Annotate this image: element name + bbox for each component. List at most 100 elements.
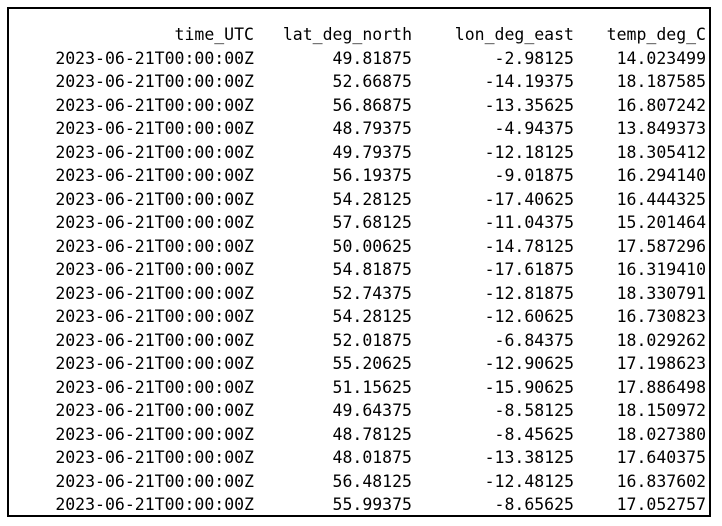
cell-temp-deg-c: 17.640375 bbox=[616, 448, 706, 467]
table-row: 2023-06-21T00:00:00Z 57.68125 -11.04375 15.… bbox=[24, 211, 706, 235]
cell-time-utc: 2023-06-21T00:00:00Z bbox=[55, 95, 254, 115]
cell-temp-deg-c: 18.187585 bbox=[616, 72, 706, 91]
cell-time-utc: 2023-06-21T00:00:00Z bbox=[55, 142, 254, 162]
cell-temp-deg-c: 16.444325 bbox=[616, 189, 706, 209]
column-header-lat-deg-north: lat_deg_north bbox=[282, 25, 412, 44]
cell-lon-deg-east: -13.35625 bbox=[484, 95, 574, 115]
cell-time-utc: 2023-06-21T00:00:00Z bbox=[55, 189, 254, 209]
cell-temp-deg-c: 16.294140 bbox=[616, 166, 706, 185]
cell-lon-deg-east: -14.19375 bbox=[484, 72, 574, 91]
cell-time-utc: 2023-06-21T00:00:00Z bbox=[55, 424, 254, 444]
cell-lat-deg-north: 54.28125 bbox=[332, 307, 412, 326]
table-row: 2023-06-21T00:00:00Z 50.00625 -14.78125 17.… bbox=[24, 235, 706, 259]
cell-lon-deg-east: -17.40625 bbox=[484, 189, 574, 209]
cell-temp-deg-c: 18.150972 bbox=[616, 401, 706, 420]
column-header-time-utc: time_UTC bbox=[174, 25, 254, 44]
cell-lon-deg-east: -8.45625 bbox=[494, 424, 574, 444]
cell-temp-deg-c: 14.023499 bbox=[616, 48, 706, 68]
table-row: 2023-06-21T00:00:00Z 52.01875 -6.84375 18.0… bbox=[24, 329, 706, 353]
cell-lat-deg-north: 56.19375 bbox=[332, 166, 412, 185]
cell-temp-deg-c: 15.201464 bbox=[616, 213, 706, 232]
table-row: 2023-06-21T00:00:00Z 49.79375 -12.18125 18.… bbox=[24, 141, 706, 165]
cell-time-utc: 2023-06-21T00:00:00Z bbox=[55, 72, 254, 91]
cell-lat-deg-north: 49.79375 bbox=[332, 142, 412, 162]
cell-time-utc: 2023-06-21T00:00:00Z bbox=[55, 283, 254, 303]
cell-lat-deg-north: 55.20625 bbox=[332, 354, 412, 373]
table-row: 2023-06-21T00:00:00Z 48.79375 -4.94375 13.8… bbox=[24, 117, 706, 141]
cell-lat-deg-north: 52.66875 bbox=[332, 72, 412, 91]
table-row: 2023-06-21T00:00:00Z 51.15625 -15.90625 17.… bbox=[24, 376, 706, 400]
table-body: 2023-06-21T00:00:00Z 49.81875 -2.98125 14.0… bbox=[24, 47, 706, 517]
cell-time-utc: 2023-06-21T00:00:00Z bbox=[55, 495, 254, 514]
table-row: 2023-06-21T00:00:00Z 54.28125 -12.60625 16.… bbox=[24, 305, 706, 329]
cell-lon-deg-east: -12.60625 bbox=[484, 307, 574, 326]
cell-time-utc: 2023-06-21T00:00:00Z bbox=[55, 377, 254, 397]
cell-time-utc: 2023-06-21T00:00:00Z bbox=[55, 166, 254, 185]
table-frame: time_UTC lat_deg_north lon_deg_east temp… bbox=[7, 7, 711, 517]
cell-lon-deg-east: -13.38125 bbox=[484, 448, 574, 467]
cell-lon-deg-east: -15.90625 bbox=[484, 377, 574, 397]
column-header-temp-deg-c: temp_deg_C bbox=[606, 25, 706, 44]
cell-temp-deg-c: 16.730823 bbox=[616, 307, 706, 326]
column-header-lon-deg-east: lon_deg_east bbox=[454, 25, 574, 44]
cell-temp-deg-c: 18.029262 bbox=[616, 330, 706, 350]
cell-lat-deg-north: 51.15625 bbox=[332, 377, 412, 397]
cell-time-utc: 2023-06-21T00:00:00Z bbox=[55, 330, 254, 350]
cell-lon-deg-east: -11.04375 bbox=[484, 213, 574, 232]
cell-lon-deg-east: -17.61875 bbox=[484, 260, 574, 279]
cell-lat-deg-north: 57.68125 bbox=[332, 213, 412, 232]
cell-temp-deg-c: 13.849373 bbox=[616, 119, 706, 138]
cell-temp-deg-c: 16.807242 bbox=[616, 95, 706, 115]
data-table: time_UTC lat_deg_north lon_deg_east temp… bbox=[24, 23, 706, 517]
cell-lat-deg-north: 55.99375 bbox=[332, 495, 412, 514]
cell-temp-deg-c: 17.587296 bbox=[616, 236, 706, 256]
cell-lat-deg-north: 49.64375 bbox=[332, 401, 412, 420]
table-row: 2023-06-21T00:00:00Z 55.20625 -12.90625 17.… bbox=[24, 352, 706, 376]
table-row: 2023-06-21T00:00:00Z 52.74375 -12.81875 18.… bbox=[24, 282, 706, 306]
cell-lat-deg-north: 56.86875 bbox=[332, 95, 412, 115]
table-row: 2023-06-21T00:00:00Z 48.78125 -8.45625 18.0… bbox=[24, 423, 706, 447]
cell-temp-deg-c: 18.027380 bbox=[616, 424, 706, 444]
cell-lon-deg-east: -6.84375 bbox=[494, 330, 574, 350]
cell-lat-deg-north: 56.48125 bbox=[332, 471, 412, 491]
cell-lat-deg-north: 54.81875 bbox=[332, 260, 412, 279]
cell-lat-deg-north: 52.74375 bbox=[332, 283, 412, 303]
cell-lat-deg-north: 48.79375 bbox=[332, 119, 412, 138]
cell-time-utc: 2023-06-21T00:00:00Z bbox=[55, 401, 254, 420]
cell-lon-deg-east: -14.78125 bbox=[484, 236, 574, 256]
cell-temp-deg-c: 16.319410 bbox=[616, 260, 706, 279]
table-row: 2023-06-21T00:00:00Z 48.01875 -13.38125 17.… bbox=[24, 446, 706, 470]
table-row: 2023-06-21T00:00:00Z 56.19375 -9.01875 16.2… bbox=[24, 164, 706, 188]
cell-lat-deg-north: 49.81875 bbox=[332, 48, 412, 68]
cell-time-utc: 2023-06-21T00:00:00Z bbox=[55, 119, 254, 138]
cell-lon-deg-east: -8.65625 bbox=[494, 495, 574, 514]
table-row: 2023-06-21T00:00:00Z 56.48125 -12.48125 16.… bbox=[24, 470, 706, 494]
cell-time-utc: 2023-06-21T00:00:00Z bbox=[55, 236, 254, 256]
table-header: time_UTC lat_deg_north lon_deg_east temp… bbox=[24, 23, 706, 47]
header-row: time_UTC lat_deg_north lon_deg_east temp… bbox=[24, 23, 706, 47]
cell-temp-deg-c: 17.198623 bbox=[616, 354, 706, 373]
table-row: 2023-06-21T00:00:00Z 54.81875 -17.61875 16.… bbox=[24, 258, 706, 282]
cell-time-utc: 2023-06-21T00:00:00Z bbox=[55, 307, 254, 326]
table-row: 2023-06-21T00:00:00Z 56.86875 -13.35625 16.… bbox=[24, 94, 706, 118]
cell-lon-deg-east: -12.18125 bbox=[484, 142, 574, 162]
cell-lat-deg-north: 50.00625 bbox=[332, 236, 412, 256]
cell-time-utc: 2023-06-21T00:00:00Z bbox=[55, 213, 254, 232]
cell-lat-deg-north: 48.01875 bbox=[332, 448, 412, 467]
cell-time-utc: 2023-06-21T00:00:00Z bbox=[55, 48, 254, 68]
cell-time-utc: 2023-06-21T00:00:00Z bbox=[55, 448, 254, 467]
cell-lon-deg-east: -4.94375 bbox=[494, 119, 574, 138]
cell-lat-deg-north: 48.78125 bbox=[332, 424, 412, 444]
cell-lon-deg-east: -12.48125 bbox=[484, 471, 574, 491]
cell-lat-deg-north: 54.28125 bbox=[332, 189, 412, 209]
cell-lon-deg-east: -2.98125 bbox=[494, 48, 574, 68]
cell-temp-deg-c: 17.052757 bbox=[616, 495, 706, 514]
table-row: 2023-06-21T00:00:00Z 55.99375 -8.65625 17.0… bbox=[24, 493, 706, 517]
cell-lon-deg-east: -9.01875 bbox=[494, 166, 574, 185]
cell-lat-deg-north: 52.01875 bbox=[332, 330, 412, 350]
table-row: 2023-06-21T00:00:00Z 52.66875 -14.19375 18.… bbox=[24, 70, 706, 94]
table-row: 2023-06-21T00:00:00Z 54.28125 -17.40625 16.… bbox=[24, 188, 706, 212]
cell-time-utc: 2023-06-21T00:00:00Z bbox=[55, 354, 254, 373]
cell-time-utc: 2023-06-21T00:00:00Z bbox=[55, 260, 254, 279]
cell-lon-deg-east: -8.58125 bbox=[494, 401, 574, 420]
